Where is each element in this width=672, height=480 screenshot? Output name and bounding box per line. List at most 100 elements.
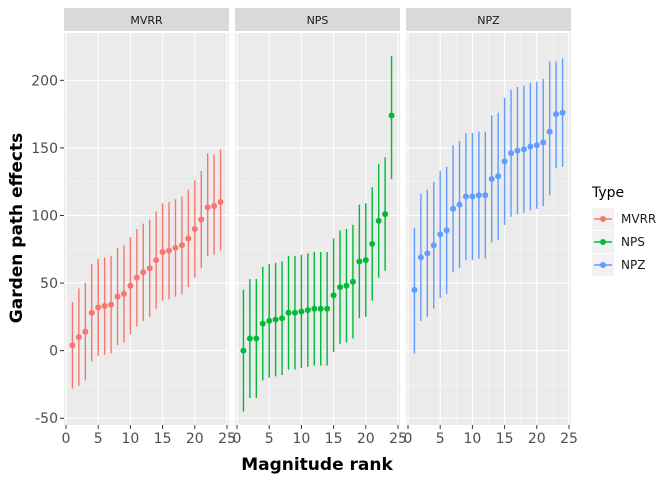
x-tick-label: 0	[233, 431, 242, 447]
data-point	[172, 244, 179, 251]
x-tick-label: 15	[496, 431, 514, 447]
data-point	[437, 231, 444, 238]
data-point	[546, 128, 553, 135]
data-point	[495, 173, 502, 180]
x-tick-label: 25	[389, 431, 407, 447]
x-tick-label: 10	[121, 431, 139, 447]
data-point	[75, 334, 82, 341]
data-point	[362, 257, 369, 264]
data-point	[450, 205, 457, 212]
data-point	[430, 242, 437, 249]
data-point	[114, 293, 121, 300]
y-tick-label: -50	[35, 411, 58, 427]
legend-key-point	[600, 262, 606, 268]
data-point	[553, 111, 560, 118]
legend: Type MVRR NPS NPZ	[591, 185, 656, 276]
legend-entry-nps: NPS	[592, 231, 645, 253]
data-point	[482, 192, 489, 199]
data-point	[82, 328, 89, 335]
legend-label: NPZ	[621, 258, 645, 272]
data-point	[153, 257, 160, 264]
legend-entry-npz: NPZ	[592, 254, 645, 276]
data-point	[166, 247, 173, 254]
data-point	[253, 335, 260, 342]
data-point	[211, 203, 218, 210]
data-point	[456, 201, 463, 208]
legend-key-point	[600, 239, 606, 245]
data-point	[159, 248, 166, 255]
legend-title: Type	[591, 185, 624, 201]
y-tick-label: 200	[31, 73, 58, 89]
facet-panel-nps: NPS 0 5 10 15 20 25	[233, 8, 407, 447]
facet-strip-label: MVRR	[130, 14, 163, 27]
y-tick-label: 0	[49, 344, 58, 360]
y-tick-label: 150	[31, 141, 58, 157]
facet-strip	[235, 8, 400, 31]
facet-panel-npz: NPZ 0 5 10 15 20 25	[404, 8, 578, 447]
legend-key-point	[600, 216, 606, 222]
data-point	[388, 112, 395, 119]
facet-strip	[64, 8, 229, 31]
x-tick-label: 15	[325, 431, 343, 447]
data-point	[127, 282, 134, 289]
data-point	[317, 305, 324, 312]
data-point	[88, 309, 95, 316]
data-point	[133, 274, 140, 281]
data-point	[285, 309, 292, 316]
x-tick-label: 10	[463, 431, 481, 447]
data-point	[240, 347, 247, 354]
data-point	[304, 307, 311, 314]
data-point	[424, 250, 431, 257]
x-tick-label: 15	[154, 431, 172, 447]
x-tick-label: 20	[528, 431, 546, 447]
x-tick-label: 5	[94, 431, 103, 447]
data-point	[469, 193, 476, 200]
data-point	[311, 305, 318, 312]
data-point	[540, 139, 547, 146]
data-point	[382, 211, 389, 218]
data-point	[259, 320, 266, 327]
data-point	[279, 315, 286, 322]
x-tick-label: 20	[357, 431, 375, 447]
data-point	[375, 217, 382, 224]
data-point	[198, 216, 205, 223]
data-point	[520, 146, 527, 153]
data-point	[349, 278, 356, 285]
data-point	[417, 254, 424, 261]
data-point	[101, 303, 108, 310]
data-point	[330, 292, 337, 299]
data-point	[185, 235, 192, 242]
data-point	[108, 301, 115, 308]
data-point	[343, 282, 350, 289]
legend-label: MVRR	[621, 212, 656, 226]
data-point	[559, 109, 566, 116]
data-point	[462, 193, 469, 200]
data-point	[217, 198, 224, 205]
data-point	[178, 242, 185, 249]
data-point	[508, 150, 515, 157]
x-tick-label: 5	[436, 431, 445, 447]
data-point	[337, 284, 344, 291]
x-tick-label: 0	[62, 431, 71, 447]
x-tick-label: 10	[292, 431, 310, 447]
data-point	[514, 147, 521, 154]
data-point	[443, 227, 450, 234]
data-point	[146, 265, 153, 272]
facet-strip-label: NPS	[307, 14, 329, 27]
x-tick-label: 25	[218, 431, 236, 447]
data-point	[527, 143, 534, 150]
data-point	[356, 258, 363, 265]
x-tick-label: 20	[186, 431, 204, 447]
data-point	[501, 158, 508, 165]
data-point	[140, 269, 147, 276]
x-tick-label: 5	[265, 431, 274, 447]
x-axis-title: Magnitude rank	[241, 455, 393, 475]
data-point	[298, 308, 305, 315]
data-point	[120, 290, 127, 297]
data-point	[204, 204, 211, 211]
x-tick-label: 25	[560, 431, 578, 447]
data-point	[246, 335, 253, 342]
y-tick-label: 100	[31, 208, 58, 224]
data-point	[95, 304, 102, 311]
